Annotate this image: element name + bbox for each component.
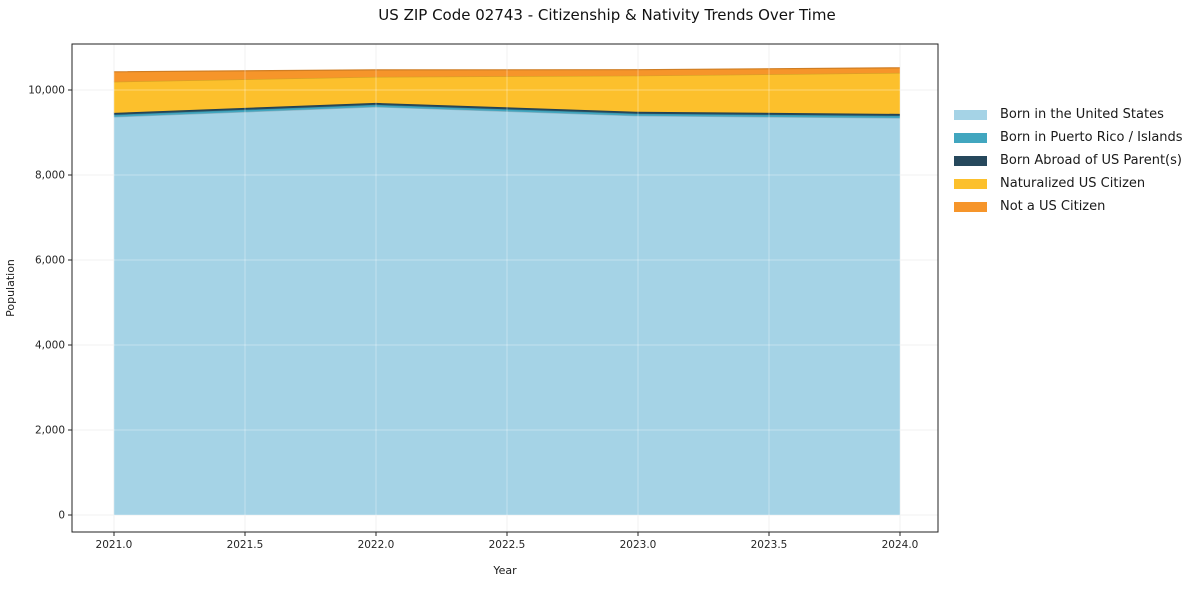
x-tick-label: 2021.0 [96, 539, 133, 551]
legend-item-born-in-the-united-states: Born in the United States [954, 103, 1183, 126]
legend-item-born-in-puerto-rico-islands: Born in Puerto Rico / Islands [954, 126, 1183, 149]
chart-title: US ZIP Code 02743 - Citizenship & Nativi… [378, 6, 836, 24]
area-series-group [113, 67, 901, 516]
legend-swatch-not-a-us-citizen [954, 201, 987, 212]
legend-item-not-a-us-citizen: Not a US Citizen [954, 195, 1183, 218]
y-axis-label: Population [4, 259, 17, 317]
legend-label: Born Abroad of US Parent(s) [1000, 153, 1182, 168]
tick-labels: 2021.0 2021.5 2022.0 2022.5 2023.0 2023.5 2024… [28, 85, 918, 551]
area-naturalized-us-citizen [113, 72, 900, 114]
legend-label: Born in the United States [1000, 107, 1164, 122]
legend-label: Not a US Citizen [1000, 199, 1106, 214]
plot-border [71, 43, 939, 533]
legend-swatch-born-abroad-of-us-parent-s [954, 155, 987, 166]
legend: Born in the United States Born in Puerto … [954, 103, 1183, 218]
legend-swatch-born-in-puerto-rico-islands [954, 132, 987, 143]
x-tick-label: 2022.0 [358, 539, 395, 551]
y-tick-label: 0 [58, 510, 65, 522]
y-tick-label: 8,000 [35, 170, 65, 182]
area-born-in-the-united-states [113, 106, 900, 516]
y-tick-label: 2,000 [35, 425, 65, 437]
y-tick-label: 6,000 [35, 255, 65, 267]
y-tick-label: 4,000 [35, 340, 65, 352]
y-tick-label: 10,000 [28, 85, 65, 97]
gridlines [72, 44, 938, 532]
x-tick-label: 2021.5 [227, 539, 264, 551]
x-tick-label: 2024.0 [882, 539, 919, 551]
x-axis-label: Year [492, 564, 517, 577]
tick-marks [68, 89, 901, 536]
legend-label: Born in Puerto Rico / Islands [1000, 130, 1183, 145]
x-tick-label: 2023.5 [751, 539, 788, 551]
edge-not-a-us-citizen [113, 67, 901, 73]
x-tick-label: 2023.0 [620, 539, 657, 551]
x-tick-label: 2022.5 [489, 539, 526, 551]
legend-label: Naturalized US Citizen [1000, 176, 1146, 191]
legend-swatch-naturalized-us-citizen [954, 178, 987, 189]
area-not-a-us-citizen [113, 67, 900, 82]
legend-item-naturalized-us-citizen: Naturalized US Citizen [954, 172, 1183, 195]
legend-swatch-born-in-the-united-states [954, 109, 987, 120]
legend-item-born-abroad-of-us-parent-s: Born Abroad of US Parent(s) [954, 149, 1183, 172]
